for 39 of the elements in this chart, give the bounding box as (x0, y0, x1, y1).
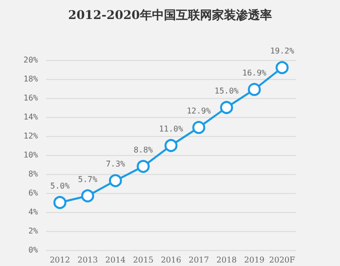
x-tick-label: 2014 (105, 256, 126, 264)
y-tick-label: 6% (28, 188, 38, 198)
x-tick-label: 2020F (269, 256, 296, 264)
x-tick-label: 2016 (160, 256, 182, 264)
data-label: 7.3% (106, 160, 126, 169)
point (53, 196, 66, 209)
y-tick-label: 16% (24, 94, 38, 102)
x-tick-label: 2019 (244, 256, 265, 264)
point (276, 61, 289, 74)
y-tick-label: 8% (28, 170, 38, 178)
data-label: 16.9% (242, 68, 267, 78)
y-tick-label: 0% (28, 246, 38, 254)
x-tick-label: 2013 (77, 256, 98, 264)
y-tick-label: 20% (24, 56, 38, 64)
point (192, 120, 206, 134)
point (108, 174, 122, 188)
y-tick-label: 18% (24, 74, 38, 84)
data-label: 5.7% (78, 174, 98, 184)
point (220, 101, 234, 114)
x-tick-label: 2015 (133, 256, 154, 264)
y-tick-label: 10% (24, 150, 38, 160)
data-label: 15.0% (214, 86, 239, 96)
data-label: 8.8% (134, 145, 154, 154)
x-tick-label: 2018 (216, 256, 237, 264)
point (164, 139, 178, 152)
x-tick-label: 2012 (50, 256, 70, 264)
point (81, 189, 94, 202)
data-label: 12.9% (186, 106, 211, 116)
chart-title: 2012-2020年中国互联网家装渗透率 (68, 8, 272, 22)
x-tick-label: 2017 (188, 256, 209, 264)
data-label: 11.0% (158, 124, 184, 134)
y-tick-label: 2% (28, 226, 38, 236)
point (248, 82, 261, 96)
point (136, 160, 150, 173)
data-label: 19.2% (270, 46, 294, 56)
y-tick-label: 4% (28, 208, 38, 216)
y-tick-label: 12% (24, 132, 38, 140)
data-label: 5.0% (50, 182, 70, 190)
y-tick-label: 14% (24, 112, 38, 122)
